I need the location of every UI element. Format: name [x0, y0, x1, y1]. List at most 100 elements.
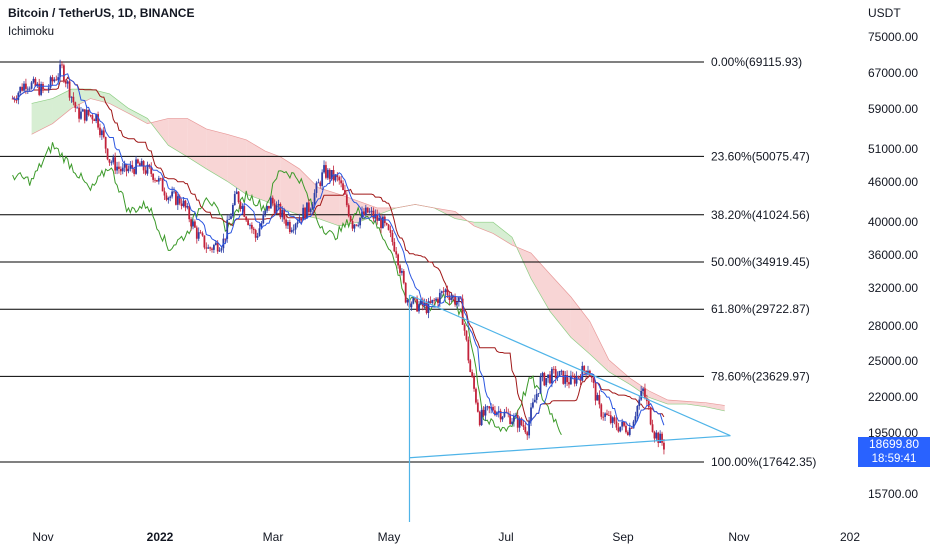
candle-body — [281, 209, 284, 218]
candle-body — [199, 232, 202, 234]
candle-body — [642, 388, 644, 392]
candle — [488, 406, 491, 414]
candle — [609, 411, 612, 425]
candle — [250, 222, 253, 234]
candle — [230, 213, 232, 220]
candle-body — [203, 235, 206, 248]
candle — [611, 416, 614, 428]
candle — [188, 203, 191, 223]
candle-body — [11, 98, 14, 100]
candle-body — [182, 200, 185, 207]
candle-body — [89, 114, 92, 116]
candle — [262, 210, 265, 225]
candle — [391, 230, 394, 246]
candle — [530, 403, 532, 426]
cloud-segment — [648, 390, 668, 405]
candle-body — [615, 421, 618, 428]
fib-level-label: 78.60%(23629.97) — [711, 369, 810, 383]
candle-body — [268, 205, 270, 209]
candle — [306, 202, 308, 219]
candle-body — [376, 214, 379, 221]
candle — [568, 377, 570, 389]
candle-body — [435, 298, 437, 301]
candle — [583, 365, 586, 374]
candle — [340, 175, 343, 188]
candle — [26, 86, 29, 94]
candle-body — [520, 418, 523, 425]
candle — [366, 207, 369, 214]
candle-body — [663, 442, 665, 450]
candle — [121, 162, 124, 175]
candle-body — [351, 221, 354, 229]
candle-body — [600, 404, 603, 417]
candle-body — [313, 192, 316, 205]
candle — [351, 219, 354, 232]
x-tick-label: Sep — [612, 530, 634, 544]
candle-body — [380, 217, 382, 229]
fib-level-label: 0.00%(69115.93) — [711, 55, 802, 69]
candle-body — [404, 282, 407, 303]
candle — [283, 207, 286, 224]
candle-body — [317, 182, 320, 184]
price-axis[interactable]: 75000.00 67000.00 59000.00 51000.00 46000.00… — [868, 30, 918, 501]
trendline[interactable] — [409, 294, 731, 437]
candle — [342, 180, 344, 191]
candle — [535, 389, 538, 404]
candle-body — [307, 202, 310, 212]
candle — [638, 395, 641, 410]
indicator-label[interactable]: Ichimoku — [8, 26, 55, 38]
candle-body — [638, 399, 641, 407]
candle — [76, 106, 79, 109]
candle-body — [138, 163, 141, 167]
candle — [594, 380, 597, 406]
candle — [176, 193, 179, 210]
tenkan-line — [12, 73, 665, 429]
candle-body — [220, 248, 223, 251]
candle — [604, 412, 606, 422]
fibonacci-retracement[interactable]: 0.00%(69115.93) 23.60%(50075.47) 38.20%(41… — [0, 55, 816, 469]
candle — [363, 208, 365, 216]
y-tick-label: 36000.00 — [868, 248, 918, 262]
candle — [545, 377, 548, 388]
candle — [543, 371, 546, 387]
candle — [311, 201, 314, 209]
candle-body — [541, 373, 544, 377]
candle — [404, 282, 407, 304]
candle-body — [560, 370, 563, 372]
candle-body — [243, 206, 246, 217]
candle-body — [247, 220, 249, 226]
candle — [427, 297, 430, 319]
candle-body — [239, 202, 242, 209]
candle — [45, 88, 48, 91]
candle-body — [78, 107, 80, 119]
trendline[interactable] — [409, 435, 731, 459]
time-axis[interactable]: Nov 2022 Mar May Jul Sep Nov 202 — [32, 530, 860, 544]
y-tick-label: 67000.00 — [868, 66, 918, 80]
triangle-trendlines[interactable] — [408, 294, 731, 522]
candle-body — [123, 164, 126, 168]
candle — [596, 392, 599, 401]
candle — [100, 128, 103, 141]
candle-body — [431, 299, 434, 303]
candle — [473, 373, 475, 392]
candle-body — [539, 376, 542, 394]
candle-body — [484, 406, 487, 416]
candle-body — [659, 433, 662, 443]
candle — [140, 158, 143, 167]
candle-body — [245, 216, 248, 221]
candle-body — [429, 301, 432, 303]
candle-body — [207, 247, 210, 249]
candle-body — [180, 203, 183, 207]
candle — [294, 222, 297, 235]
candle-body — [509, 414, 512, 425]
candle-body — [391, 232, 394, 242]
candle-body — [237, 191, 240, 203]
candle-body — [611, 417, 614, 423]
candle — [129, 161, 132, 172]
candle — [205, 242, 208, 253]
candle — [467, 336, 470, 364]
candle-body — [194, 221, 196, 228]
candle — [237, 190, 240, 204]
cloud-segment — [265, 151, 281, 208]
